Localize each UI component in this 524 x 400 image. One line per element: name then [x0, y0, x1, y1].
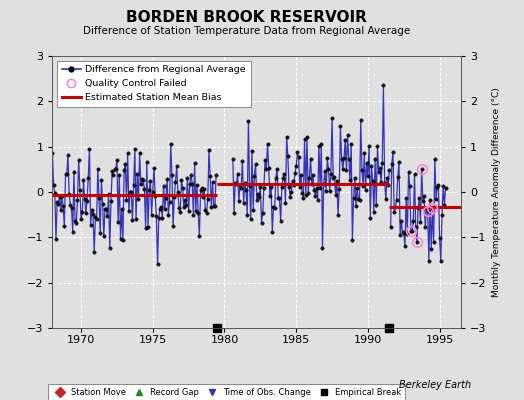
Text: Difference of Station Temperature Data from Regional Average: Difference of Station Temperature Data f… — [83, 26, 410, 36]
Legend: Station Move, Record Gap, Time of Obs. Change, Empirical Break: Station Move, Record Gap, Time of Obs. C… — [48, 384, 405, 400]
Text: BORDEN BROOK RESERVOIR: BORDEN BROOK RESERVOIR — [126, 10, 367, 25]
Y-axis label: Monthly Temperature Anomaly Difference (°C): Monthly Temperature Anomaly Difference (… — [492, 87, 501, 297]
Text: Berkeley Earth: Berkeley Earth — [399, 380, 472, 390]
